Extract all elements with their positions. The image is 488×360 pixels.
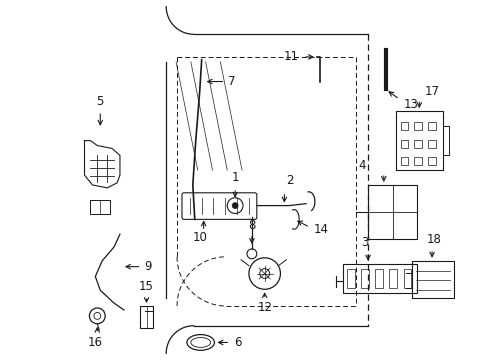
Text: 17: 17 (423, 85, 438, 98)
Text: 14: 14 (313, 223, 328, 236)
Bar (90, 200, 110, 215)
Bar (427, 140, 435, 148)
Text: 3: 3 (361, 235, 368, 248)
Text: 6: 6 (234, 336, 241, 349)
Text: 11: 11 (284, 50, 299, 63)
Text: 8: 8 (248, 219, 255, 232)
Bar (413, 140, 421, 148)
Circle shape (232, 203, 238, 208)
Text: 7: 7 (228, 75, 235, 88)
Bar (140, 306, 153, 328)
Bar (395, 111, 442, 170)
Bar (413, 122, 421, 130)
Text: 15: 15 (139, 280, 154, 293)
Bar (413, 157, 421, 165)
Bar (388, 269, 397, 288)
Bar (400, 140, 407, 148)
Bar (361, 269, 368, 288)
Bar (400, 122, 407, 130)
Text: 4: 4 (358, 159, 365, 172)
Bar (411, 261, 453, 298)
Text: 16: 16 (88, 336, 102, 349)
Bar (427, 157, 435, 165)
Text: 10: 10 (192, 231, 207, 244)
Bar (367, 185, 416, 239)
Bar (343, 264, 416, 293)
Text: 18: 18 (426, 233, 441, 246)
Text: 1: 1 (231, 171, 239, 184)
Text: 9: 9 (144, 260, 152, 273)
Text: 2: 2 (286, 174, 293, 187)
Bar (403, 269, 410, 288)
Bar (400, 157, 407, 165)
Text: 5: 5 (96, 95, 104, 108)
Text: 12: 12 (257, 301, 272, 315)
Bar (427, 122, 435, 130)
Bar (346, 269, 355, 288)
Bar (375, 269, 383, 288)
Text: 13: 13 (403, 98, 418, 111)
